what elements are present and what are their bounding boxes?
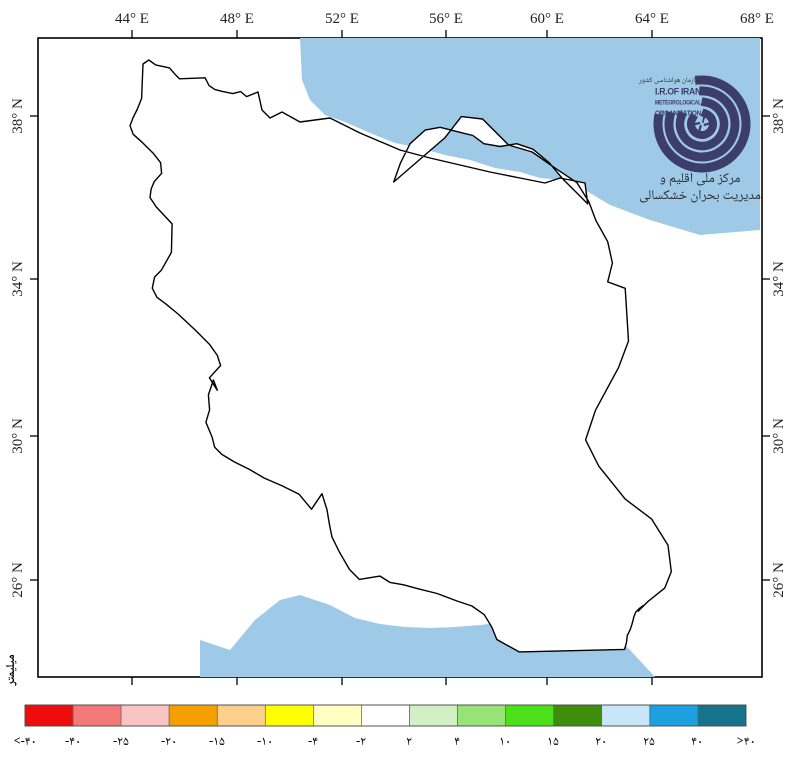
- svg-text:۲: ۲: [406, 732, 412, 754]
- svg-text:مدیریت بحران خشکسالی: مدیریت بحران خشکسالی: [639, 185, 761, 208]
- svg-text:ORGANIZATION: ORGANIZATION: [655, 109, 701, 118]
- svg-text:-۲: -۲: [356, 732, 366, 754]
- svg-text:38° N: 38° N: [10, 98, 26, 134]
- svg-text:-۲۵: -۲۵: [113, 732, 129, 754]
- svg-text:>۴۰: >۴۰: [737, 732, 756, 754]
- svg-text:۱۰: ۱۰: [499, 732, 511, 754]
- svg-text:۲۵: ۲۵: [643, 732, 655, 754]
- svg-text:۴۰: ۴۰: [691, 732, 703, 754]
- svg-text:-۴۰: -۴۰: [65, 732, 81, 754]
- svg-text:-۱۵: -۱۵: [209, 732, 225, 754]
- svg-text:30° N: 30° N: [771, 418, 787, 454]
- svg-text:30° N: 30° N: [10, 418, 26, 454]
- svg-text:میلیمتر: میلیمتر: [1, 654, 22, 687]
- svg-text:48° E: 48° E: [220, 11, 254, 27]
- svg-text:38° N: 38° N: [771, 98, 787, 134]
- svg-text:68° E: 68° E: [740, 11, 774, 27]
- svg-text:۴: ۴: [454, 732, 460, 754]
- svg-text:۲۰: ۲۰: [595, 732, 607, 754]
- svg-text:56° E: 56° E: [429, 11, 463, 27]
- svg-text:I.R.OF IRAN: I.R.OF IRAN: [655, 87, 701, 97]
- svg-text:۱۵: ۱۵: [547, 732, 559, 754]
- svg-text:26° N: 26° N: [10, 562, 26, 598]
- svg-text:64° E: 64° E: [635, 11, 669, 27]
- svg-text:60° E: 60° E: [530, 11, 564, 27]
- svg-text:34° N: 34° N: [10, 261, 26, 297]
- svg-text:26° N: 26° N: [771, 562, 787, 598]
- svg-text:44° E: 44° E: [115, 11, 149, 27]
- svg-text:34° N: 34° N: [771, 261, 787, 297]
- svg-text:-۱۰: -۱۰: [257, 732, 273, 754]
- svg-text:<-۴۰: <-۴۰: [14, 732, 37, 754]
- svg-text:METEOROLOGICAL: METEOROLOGICAL: [655, 100, 701, 107]
- svg-text:52° E: 52° E: [325, 11, 359, 27]
- svg-text:سازمان هواشناسی کشور: سازمان هواشناسی کشور: [638, 76, 700, 87]
- svg-text:-۲۰: -۲۰: [161, 732, 177, 754]
- svg-text:-۴: -۴: [308, 732, 318, 754]
